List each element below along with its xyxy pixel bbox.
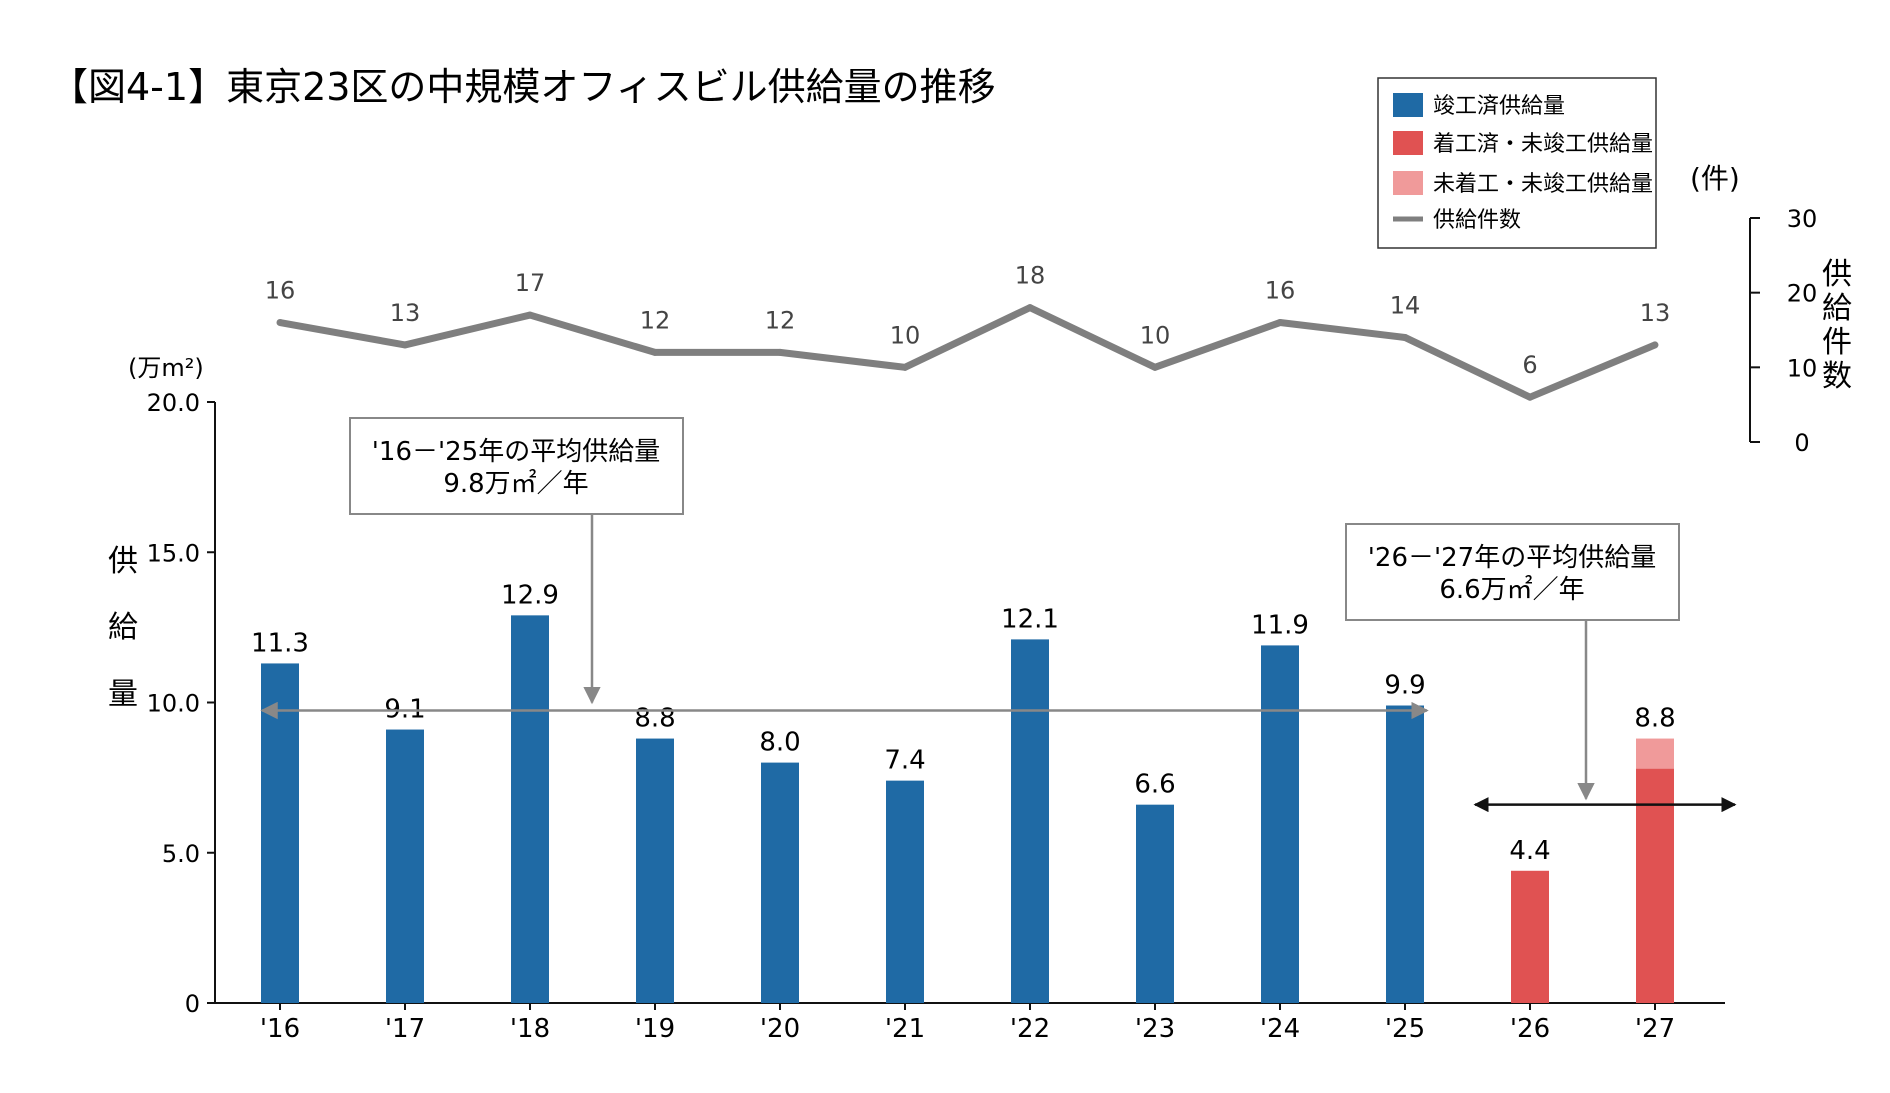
y2-axis-label-char-3: 件	[1822, 325, 1852, 360]
y-axis-label-char-1: 供	[108, 544, 138, 579]
bar-value-label: 9.9	[1384, 671, 1425, 701]
bar	[1011, 639, 1049, 1003]
count-line	[279, 304, 1657, 401]
count-label: 16	[265, 277, 296, 305]
x-tick-label: '20	[760, 1014, 800, 1044]
chart-marks: 05.010.015.020.0010203011.3'169.1'1712.9…	[147, 205, 1818, 1044]
y2-axis-label-char-4: 数	[1822, 359, 1852, 394]
bar-value-label: 8.8	[634, 704, 675, 734]
legend-label-count: 供給件数	[1433, 208, 1521, 233]
x-tick-label: '21	[885, 1014, 925, 1044]
annotation-box-2	[1345, 523, 1680, 621]
bar	[761, 762, 799, 1003]
annotation-box-1	[349, 417, 684, 515]
x-tick-label: '26	[1510, 1014, 1550, 1044]
bar	[261, 663, 299, 1003]
bar-value-label: 12.9	[501, 580, 559, 610]
y-axis-unit: (万m²)	[128, 354, 204, 382]
count-point	[901, 363, 909, 371]
y-axis-label-char-2: 給	[108, 610, 138, 645]
count-label: 12	[640, 306, 671, 334]
annotation-2-line1: '26－'27年の平均供給量	[1368, 543, 1656, 573]
bar-value-label: 11.9	[1251, 610, 1309, 640]
legend-label-not-started: 未着工・未竣工供給量	[1433, 172, 1653, 197]
count-point	[776, 348, 784, 356]
bar-value-label: 12.1	[1001, 604, 1059, 634]
count-point	[651, 348, 659, 356]
y-tick-label: 20.0	[147, 389, 200, 417]
x-tick-label: '22	[1010, 1014, 1050, 1044]
count-point	[1401, 333, 1409, 341]
y-tick-label: 10.0	[147, 690, 200, 718]
count-label: 12	[765, 306, 796, 334]
annotation-1-line1: '16－'25年の平均供給量	[372, 437, 660, 467]
count-point	[1026, 304, 1034, 312]
y2-axis-label-char-1: 供	[1822, 257, 1852, 292]
bar-value-label: 7.4	[884, 746, 925, 776]
y-axis-label-char-3: 量	[108, 677, 138, 712]
y2-tick-label: 20	[1787, 280, 1818, 308]
count-point	[526, 311, 534, 319]
x-tick-label: '27	[1635, 1014, 1675, 1044]
legend	[1377, 77, 1657, 249]
count-point	[1526, 393, 1534, 401]
count-label: 13	[1640, 299, 1671, 327]
count-label: 18	[1015, 262, 1046, 290]
y2-axis-label-char-2: 給	[1822, 291, 1852, 326]
bar-value-label: 4.4	[1509, 836, 1550, 866]
bar	[511, 615, 549, 1003]
y-tick-label: 5.0	[162, 840, 200, 868]
x-tick-label: '17	[385, 1014, 425, 1044]
y-tick-label: 15.0	[147, 539, 200, 567]
bar	[1136, 804, 1174, 1003]
bar-value-label: 8.8	[1634, 704, 1675, 734]
count-point	[1276, 319, 1284, 327]
count-label: 10	[1140, 321, 1171, 349]
legend-label-under-construction: 着工済・未竣工供給量	[1433, 132, 1653, 157]
bar-value-label: 6.6	[1134, 770, 1175, 800]
count-label: 17	[515, 269, 546, 297]
legend-swatch-completed	[1393, 93, 1423, 117]
y2-tick-label: 10	[1787, 354, 1818, 382]
bar	[636, 738, 674, 1003]
count-point	[1151, 363, 1159, 371]
count-label: 16	[1265, 277, 1296, 305]
bar	[1386, 705, 1424, 1003]
chart-title: 【図4-1】東京23区の中規模オフィスビル供給量の推移	[50, 65, 996, 109]
y2-axis-unit: (件)	[1690, 162, 1740, 195]
count-label: 14	[1390, 291, 1421, 319]
annotation-1-line2: 9.8万㎡／年	[443, 469, 588, 499]
x-tick-label: '19	[635, 1014, 675, 1044]
x-tick-label: '25	[1385, 1014, 1425, 1044]
bar-value-label: 8.0	[759, 728, 800, 758]
count-point	[401, 341, 409, 349]
annotation-2-line2: 6.6万㎡／年	[1439, 575, 1584, 605]
y2-tick-label: 30	[1787, 205, 1818, 233]
legend-swatch-not-started	[1393, 171, 1423, 195]
x-tick-label: '16	[260, 1014, 300, 1044]
bar	[886, 780, 924, 1003]
count-label: 6	[1522, 351, 1537, 379]
y2-tick-label: 0	[1794, 429, 1809, 457]
bar	[1511, 870, 1549, 1003]
x-tick-label: '18	[510, 1014, 550, 1044]
bar	[1636, 738, 1674, 769]
count-point	[276, 319, 284, 327]
bar-value-label: 11.3	[251, 628, 309, 658]
x-tick-label: '23	[1135, 1014, 1175, 1044]
bar	[1261, 645, 1299, 1003]
count-point	[1651, 341, 1659, 349]
legend-swatch-under-construction	[1393, 131, 1423, 155]
x-tick-label: '24	[1260, 1014, 1300, 1044]
count-label: 13	[390, 299, 421, 327]
y-tick-label: 0	[185, 990, 200, 1018]
count-label: 10	[890, 321, 921, 349]
legend-label-completed: 竣工済供給量	[1433, 94, 1565, 119]
bar	[386, 729, 424, 1003]
